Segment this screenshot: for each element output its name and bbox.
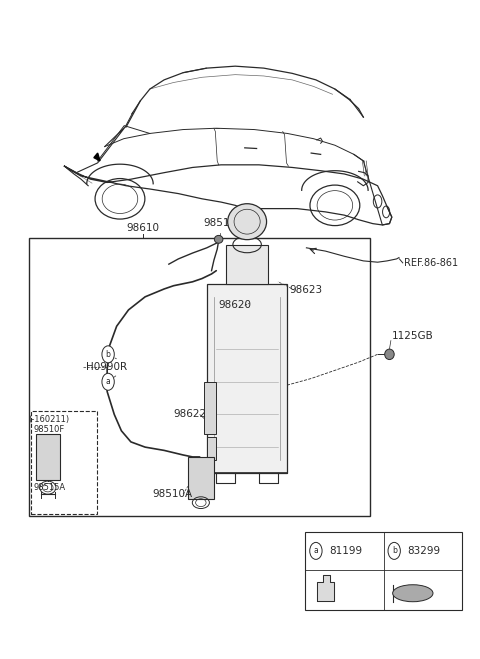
Bar bbox=[207, 284, 288, 473]
Text: 98620: 98620 bbox=[219, 301, 252, 310]
Polygon shape bbox=[316, 575, 334, 601]
Text: 98516: 98516 bbox=[203, 218, 236, 228]
Circle shape bbox=[102, 346, 114, 363]
Ellipse shape bbox=[228, 204, 266, 240]
Ellipse shape bbox=[215, 235, 223, 243]
Text: 1125GB: 1125GB bbox=[392, 331, 433, 341]
Bar bbox=[29, 238, 371, 516]
Bar bbox=[305, 532, 462, 610]
Text: a: a bbox=[106, 377, 110, 386]
Circle shape bbox=[388, 542, 400, 559]
Text: b: b bbox=[106, 350, 110, 359]
Bar bbox=[207, 438, 216, 460]
Bar bbox=[188, 457, 214, 500]
Bar bbox=[204, 382, 216, 434]
Text: H0990R: H0990R bbox=[86, 362, 127, 372]
Text: 98622: 98622 bbox=[174, 409, 207, 419]
Text: 81199: 81199 bbox=[329, 546, 362, 556]
Text: REF.86-861: REF.86-861 bbox=[404, 258, 458, 268]
Circle shape bbox=[310, 542, 322, 559]
Text: 98510A: 98510A bbox=[153, 489, 192, 499]
Text: (-160211): (-160211) bbox=[29, 415, 70, 424]
Polygon shape bbox=[94, 153, 100, 161]
Text: b: b bbox=[392, 546, 396, 556]
Text: 98623: 98623 bbox=[290, 285, 323, 295]
Text: 98510F: 98510F bbox=[34, 425, 65, 434]
Text: a: a bbox=[313, 546, 318, 556]
Circle shape bbox=[102, 373, 114, 390]
Bar bbox=[31, 411, 96, 514]
Ellipse shape bbox=[393, 585, 433, 602]
Bar bbox=[36, 434, 60, 480]
Ellipse shape bbox=[384, 349, 394, 360]
Text: 83299: 83299 bbox=[408, 546, 441, 556]
Text: 98610: 98610 bbox=[126, 223, 159, 233]
Text: 98515A: 98515A bbox=[33, 483, 65, 492]
Bar bbox=[226, 244, 268, 284]
